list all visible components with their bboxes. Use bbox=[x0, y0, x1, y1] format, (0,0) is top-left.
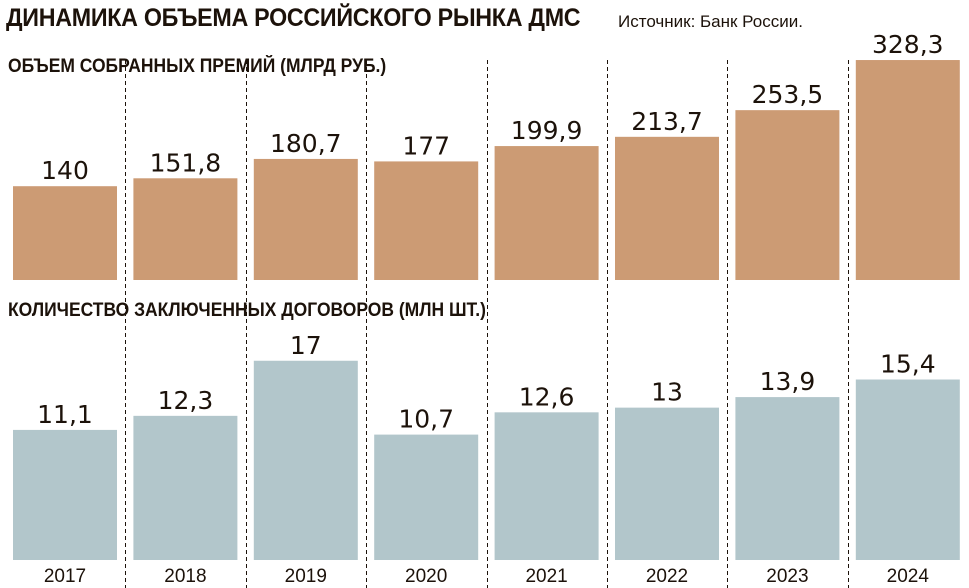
contracts-value-label: 17 bbox=[290, 331, 322, 360]
contracts-value-label: 12,6 bbox=[519, 382, 575, 411]
premium-value-label: 140 bbox=[41, 156, 89, 185]
contracts-bar bbox=[615, 407, 719, 560]
premium-value-label: 199,9 bbox=[511, 116, 583, 145]
contracts-bar bbox=[133, 415, 238, 560]
contracts-value-label: 12,3 bbox=[158, 386, 214, 415]
year-label: 2020 bbox=[405, 566, 447, 587]
premium-value-label: 253,5 bbox=[752, 80, 824, 109]
contracts-value-label: 15,4 bbox=[880, 350, 936, 379]
premium-bar bbox=[133, 178, 238, 280]
premium-value-label: 177 bbox=[402, 131, 450, 160]
contracts-subtitle: КОЛИЧЕСТВО ЗАКЛЮЧЕННЫХ ДОГОВОРОВ (МЛН ШТ… bbox=[8, 300, 486, 321]
year-label: 2017 bbox=[44, 566, 86, 587]
contracts-bar bbox=[735, 397, 840, 560]
contracts-bar bbox=[13, 429, 117, 560]
premium-value-label: 213,7 bbox=[631, 107, 703, 136]
premium-bar bbox=[735, 110, 840, 280]
premium-value-label: 180,7 bbox=[270, 129, 342, 158]
year-label: 2022 bbox=[646, 566, 688, 587]
premium-value-label: 151,8 bbox=[150, 148, 222, 177]
year-label: 2018 bbox=[164, 566, 206, 587]
premium-value-label: 328,3 bbox=[872, 30, 944, 59]
contracts-bar bbox=[253, 360, 358, 560]
premium-bar bbox=[855, 60, 960, 280]
contracts-value-label: 10,7 bbox=[398, 405, 454, 434]
premiums-subtitle: ОБЪЕМ СОБРАННЫХ ПРЕМИЙ (МЛРД РУБ.) bbox=[8, 56, 387, 77]
contracts-bar bbox=[374, 434, 479, 560]
year-label: 2021 bbox=[525, 566, 567, 587]
year-label: 2019 bbox=[285, 566, 327, 587]
year-label: 2023 bbox=[766, 566, 808, 587]
premium-bar bbox=[494, 146, 599, 280]
contracts-bar bbox=[494, 412, 599, 560]
contracts-bar bbox=[855, 379, 960, 560]
source-note: Источник: Банк России. bbox=[618, 12, 803, 31]
contracts-value-label: 11,1 bbox=[37, 400, 93, 429]
year-label: 2024 bbox=[887, 566, 930, 587]
premium-bar bbox=[13, 186, 117, 280]
contracts-value-label: 13 bbox=[651, 378, 683, 407]
premium-bar bbox=[374, 161, 479, 280]
chart-title: ДИНАМИКА ОБЪЕМА РОССИЙСКОГО РЫНКА ДМС bbox=[6, 4, 581, 32]
premium-bar bbox=[615, 136, 719, 280]
premium-bar bbox=[253, 158, 358, 280]
contracts-value-label: 13,9 bbox=[760, 367, 816, 396]
